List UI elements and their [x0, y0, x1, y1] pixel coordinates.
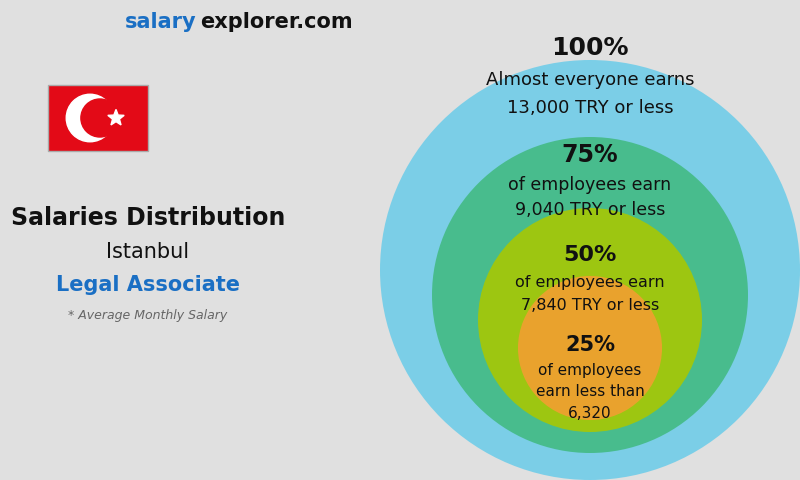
Text: 75%: 75% — [562, 143, 618, 167]
Text: explorer.com: explorer.com — [200, 12, 353, 32]
Circle shape — [518, 276, 662, 420]
Circle shape — [66, 94, 114, 142]
Text: earn less than: earn less than — [536, 384, 644, 399]
Text: of employees earn: of employees earn — [509, 176, 671, 194]
Text: Istanbul: Istanbul — [106, 242, 190, 262]
Circle shape — [81, 99, 119, 137]
Circle shape — [380, 60, 800, 480]
Text: of employees: of employees — [538, 362, 642, 377]
Text: Salaries Distribution: Salaries Distribution — [11, 206, 285, 230]
Text: * Average Monthly Salary: * Average Monthly Salary — [68, 310, 228, 323]
Text: Legal Associate: Legal Associate — [56, 275, 240, 295]
Text: of employees earn: of employees earn — [515, 275, 665, 289]
Text: 6,320: 6,320 — [568, 407, 612, 421]
FancyBboxPatch shape — [48, 85, 148, 151]
Text: Almost everyone earns: Almost everyone earns — [486, 71, 694, 89]
Circle shape — [432, 137, 748, 453]
Text: 7,840 TRY or less: 7,840 TRY or less — [521, 298, 659, 312]
Text: salary: salary — [124, 12, 196, 32]
Text: 13,000 TRY or less: 13,000 TRY or less — [506, 99, 674, 117]
Text: 50%: 50% — [563, 245, 617, 265]
Polygon shape — [108, 109, 124, 125]
Circle shape — [478, 208, 702, 432]
Text: 100%: 100% — [551, 36, 629, 60]
Text: 25%: 25% — [565, 335, 615, 355]
Text: 9,040 TRY or less: 9,040 TRY or less — [515, 201, 665, 219]
